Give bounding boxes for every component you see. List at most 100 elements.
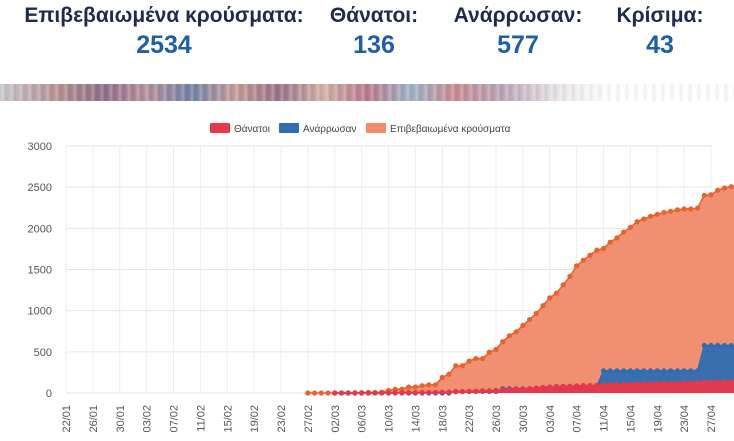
series-deaths-point[interactable] [392,390,398,396]
series-confirmed-point[interactable] [493,346,499,352]
series-confirmed-point[interactable] [432,382,439,388]
series-confirmed-point[interactable] [728,184,734,190]
series-deaths-point[interactable] [446,389,452,395]
series-deaths-point[interactable] [506,386,513,393]
series-deaths-point[interactable] [493,387,499,393]
series-confirmed-point[interactable] [466,358,472,364]
series-deaths-point[interactable] [674,380,681,386]
series-deaths-point[interactable] [412,389,418,396]
series-recovered-point[interactable] [694,368,701,374]
series-deaths-point[interactable] [486,388,492,394]
series-deaths-point[interactable] [426,389,432,396]
series-deaths-point[interactable] [520,386,526,392]
series-confirmed-point[interactable] [587,252,593,258]
series-recovered-point[interactable] [688,368,694,374]
series-deaths-point[interactable] [332,390,338,396]
series-recovered-point[interactable] [701,342,707,349]
series-deaths-point[interactable] [466,388,472,394]
series-confirmed-point[interactable] [715,187,721,193]
series-confirmed-point[interactable] [305,390,311,396]
series-deaths-point[interactable] [453,389,459,395]
series-deaths-point[interactable] [600,382,607,388]
series-recovered-point[interactable] [654,368,660,374]
series-confirmed-point[interactable] [513,329,519,335]
series-deaths-point[interactable] [419,389,425,396]
series-confirmed-point[interactable] [641,216,647,222]
series-confirmed-point[interactable] [627,224,633,231]
series-confirmed-point[interactable] [614,235,620,241]
series-deaths-point[interactable] [594,382,600,388]
series-confirmed-point[interactable] [654,211,660,217]
series-recovered-point[interactable] [674,368,681,374]
series-confirmed-point[interactable] [594,247,600,253]
series-deaths-point[interactable] [621,382,627,388]
series-recovered-point[interactable] [641,368,647,374]
series-confirmed-point[interactable] [547,295,553,301]
series-deaths-point[interactable] [359,390,365,396]
series-deaths-point[interactable] [526,386,533,392]
series-deaths-point[interactable] [513,386,519,392]
series-deaths-point[interactable] [721,379,728,385]
series-confirmed-point[interactable] [661,209,667,216]
series-confirmed-point[interactable] [560,282,566,288]
series-deaths-point[interactable] [379,390,385,396]
series-recovered-point[interactable] [668,368,674,374]
series-deaths-point[interactable] [728,379,734,385]
series-recovered-point[interactable] [647,368,654,374]
series-confirmed-point[interactable] [621,229,627,235]
series-deaths-point[interactable] [540,384,546,391]
series-deaths-point[interactable] [365,390,371,396]
series-confirmed-point[interactable] [533,310,539,317]
series-confirmed-point[interactable] [439,374,445,380]
series-deaths-point[interactable] [459,389,466,395]
series-deaths-point[interactable] [668,380,674,387]
series-recovered-point[interactable] [621,368,627,374]
series-confirmed-point[interactable] [540,303,546,309]
legend-item-confirmed[interactable]: Επιβεβαιωμένα κρούσματα [366,123,511,135]
series-confirmed-point[interactable] [688,206,694,212]
series-deaths-point[interactable] [614,382,620,388]
series-recovered-point[interactable] [614,368,620,374]
series-deaths-point[interactable] [715,379,721,385]
legend-item-recovered[interactable]: Ανάρρωσαν [279,123,356,135]
series-deaths-point[interactable] [372,390,378,396]
series-recovered-point[interactable] [661,368,667,374]
series-deaths-point[interactable] [560,383,566,389]
series-deaths-point[interactable] [688,380,694,386]
series-deaths-point[interactable] [553,383,560,390]
series-recovered-point[interactable] [728,342,734,349]
series-confirmed-point[interactable] [453,363,459,369]
series-deaths-point[interactable] [533,385,539,391]
series-recovered-point[interactable] [627,368,633,374]
series-confirmed-point[interactable] [311,390,318,396]
series-deaths-point[interactable] [500,387,506,393]
series-recovered-point[interactable] [715,342,721,349]
series-confirmed-point[interactable] [520,322,526,329]
series-confirmed-point[interactable] [553,290,560,296]
series-confirmed-point[interactable] [419,383,425,389]
series-deaths-point[interactable] [574,383,580,389]
series-deaths-point[interactable] [479,388,486,394]
legend-item-deaths[interactable]: Θάνατοι [210,123,270,135]
series-deaths-point[interactable] [587,382,593,389]
series-deaths-point[interactable] [385,390,392,396]
series-recovered-point[interactable] [708,342,714,349]
series-deaths-point[interactable] [338,390,345,396]
series-confirmed-point[interactable] [406,384,412,390]
series-deaths-point[interactable] [547,384,553,390]
series-deaths-point[interactable] [634,381,640,387]
series-confirmed-point[interactable] [486,349,492,355]
series-confirmed-point[interactable] [708,192,714,198]
series-confirmed-point[interactable] [325,390,331,396]
series-confirmed-point[interactable] [668,208,674,214]
series-confirmed-point[interactable] [600,245,607,252]
series-confirmed-point[interactable] [318,390,324,396]
series-confirmed-point[interactable] [674,207,681,213]
series-recovered-point[interactable] [721,342,728,349]
series-recovered-point[interactable] [600,368,607,374]
series-confirmed-point[interactable] [574,263,580,269]
series-confirmed-point[interactable] [412,384,418,390]
series-confirmed-point[interactable] [607,239,613,245]
series-deaths-point[interactable] [432,389,439,395]
series-deaths-point[interactable] [439,389,445,395]
